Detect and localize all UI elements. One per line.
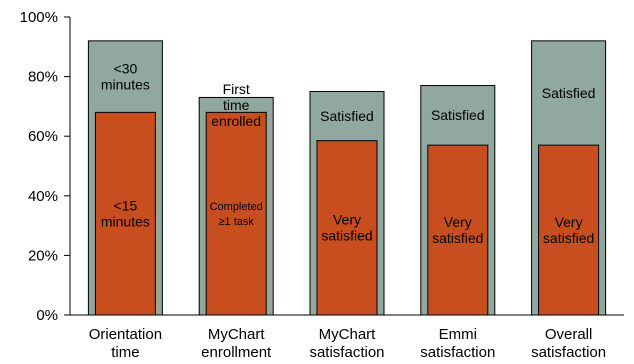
segment-labels: <30minutes<15minutesFirsttimeenrolledCom… xyxy=(101,61,596,246)
y-tick-label: 100% xyxy=(20,9,58,26)
y-tick-label: 80% xyxy=(28,69,58,86)
segment-label-outer: Satisfied xyxy=(542,85,596,101)
x-category-label: satisfaction xyxy=(420,344,495,361)
segment-label-inner: satisfied xyxy=(432,230,483,246)
bars xyxy=(87,40,607,316)
y-tick-label: 0% xyxy=(36,307,58,324)
segment-label-inner: Very xyxy=(555,214,583,230)
segment-label-outer: <30 xyxy=(114,61,138,77)
x-axis-labels: OrientationtimeMyChartenrollmentMyCharts… xyxy=(89,326,606,361)
x-category-label: Orientation xyxy=(89,326,162,343)
y-axis: 0% 20% 40% 60% 80% 100% xyxy=(20,9,70,324)
segment-label-outer: Satisfied xyxy=(431,107,485,123)
x-category-label: Emmi xyxy=(439,326,477,343)
bar-inner xyxy=(94,111,156,316)
segment-label-inner: Completed xyxy=(210,201,263,213)
segment-label-outer: enrolled xyxy=(211,113,261,129)
y-tick-label: 20% xyxy=(28,247,58,264)
y-tick-label: 40% xyxy=(28,188,58,205)
x-category-label: satisfaction xyxy=(531,344,606,361)
segment-label-inner: satisfied xyxy=(321,228,372,244)
x-category-label: enrollment xyxy=(201,344,272,361)
segment-label-inner: Very xyxy=(333,212,361,228)
segment-label-inner: satisfied xyxy=(543,230,594,246)
x-category-label: MyChart xyxy=(208,326,266,343)
x-category-label: time xyxy=(111,344,139,361)
segment-label-inner: minutes xyxy=(101,214,150,230)
segment-label-inner: Very xyxy=(444,214,472,230)
bar-inner xyxy=(427,144,489,316)
segment-label-inner: <15 xyxy=(114,198,138,214)
bar-inner xyxy=(316,140,378,316)
segment-label-outer: Satisfied xyxy=(320,108,374,124)
x-category-label: MyChart xyxy=(319,326,377,343)
segment-label-outer: minutes xyxy=(101,77,150,93)
x-category-label: Overall xyxy=(545,326,593,343)
segment-label-outer: First xyxy=(223,81,250,97)
segment-label-inner: ≥1 task xyxy=(219,216,255,228)
x-category-label: satisfaction xyxy=(309,344,384,361)
y-tick-label: 60% xyxy=(28,128,58,145)
segment-label-outer: time xyxy=(223,97,250,113)
bar-inner xyxy=(205,111,267,316)
